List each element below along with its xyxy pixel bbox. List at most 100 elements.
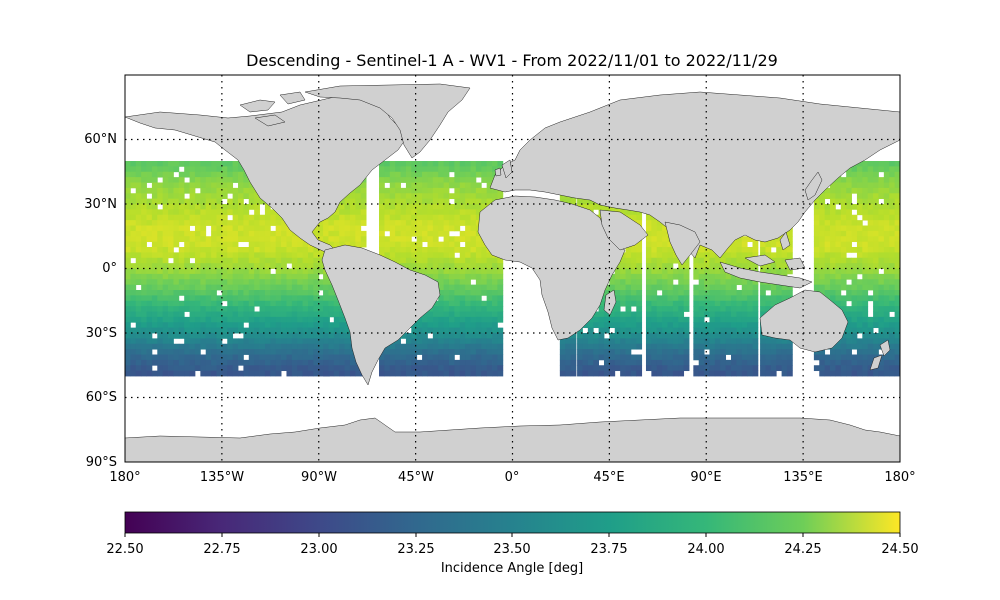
heatmap-cell <box>379 247 385 253</box>
heatmap-cell <box>349 214 356 221</box>
heatmap-cell <box>416 177 423 183</box>
heatmap-cell <box>883 220 890 226</box>
heatmap-cell <box>194 182 201 189</box>
heatmap-cell <box>819 354 826 361</box>
heatmap-cell <box>620 349 626 355</box>
heatmap-cell <box>475 257 482 264</box>
heatmap-cell <box>448 182 455 189</box>
heatmap-cell <box>752 300 759 307</box>
heatmap-cell <box>275 247 282 253</box>
heatmap-cell <box>704 290 710 296</box>
heatmap-cell <box>248 268 255 275</box>
heatmap-cell <box>178 214 185 221</box>
heatmap-cell <box>254 279 260 286</box>
heatmap-cell <box>747 349 753 355</box>
heatmap-cell <box>432 230 439 237</box>
heatmap-cell <box>349 354 356 361</box>
heatmap-cell <box>422 177 428 183</box>
heatmap-cell <box>400 171 407 178</box>
heatmap-cell <box>889 290 896 296</box>
heatmap-cell <box>286 279 293 286</box>
heatmap-cell <box>318 370 325 377</box>
heatmap-cell <box>781 290 788 296</box>
heatmap-cell <box>889 327 896 334</box>
heatmap-cell <box>672 333 679 339</box>
heatmap-cell <box>465 338 471 345</box>
heatmap-cell <box>211 220 217 226</box>
heatmap-cell <box>389 198 396 205</box>
heatmap-cell <box>662 311 668 318</box>
heatmap-cell <box>894 230 900 237</box>
heatmap-cell <box>867 214 874 221</box>
heatmap-cell <box>678 354 685 361</box>
heatmap-cell <box>281 354 287 361</box>
heatmap-cell <box>307 316 314 323</box>
heatmap-cell <box>593 359 600 366</box>
heatmap-cell <box>200 161 207 167</box>
heatmap-cell <box>856 236 863 243</box>
heatmap-cell <box>559 354 566 361</box>
heatmap-cell <box>400 225 407 232</box>
heatmap-cell <box>720 311 727 318</box>
heatmap-cell <box>125 198 131 205</box>
heatmap-cell <box>227 365 234 372</box>
heatmap-cell <box>492 306 498 312</box>
heatmap-cell <box>200 343 207 350</box>
heatmap-cell <box>840 263 847 269</box>
heatmap-cell <box>427 263 434 269</box>
heatmap-cell <box>883 290 890 296</box>
heatmap-cell <box>486 349 493 355</box>
heatmap-cell <box>307 247 314 253</box>
heatmap-cell <box>667 273 674 280</box>
heatmap-cell <box>379 198 385 205</box>
heatmap-cell <box>416 182 423 189</box>
heatmap-cell <box>254 284 260 291</box>
heatmap-cell <box>443 161 450 167</box>
heatmap-cell <box>157 247 164 253</box>
heatmap-cell <box>889 204 896 210</box>
heatmap-cell <box>384 220 391 226</box>
heatmap-cell <box>221 311 228 318</box>
heatmap-cell <box>667 327 674 334</box>
heatmap-cell <box>862 230 869 237</box>
heatmap-cell <box>470 209 477 216</box>
heatmap-cell <box>448 273 455 280</box>
heatmap-cell <box>313 333 320 339</box>
heatmap-cell <box>443 268 450 275</box>
heatmap-cell <box>835 365 842 372</box>
heatmap-cell <box>281 311 287 318</box>
heatmap-cell <box>125 257 131 264</box>
heatmap-cell <box>221 236 228 243</box>
heatmap-cell <box>683 273 690 280</box>
heatmap-cell <box>731 365 737 372</box>
heatmap-cell <box>889 257 896 264</box>
heatmap-cell <box>465 359 471 366</box>
heatmap-cell <box>672 273 679 280</box>
heatmap-cell <box>400 263 407 269</box>
heatmap-cell <box>178 171 185 178</box>
heatmap-cell <box>313 343 320 350</box>
heatmap-cell <box>448 354 455 361</box>
heatmap-cell <box>427 327 434 334</box>
heatmap-cell <box>168 354 174 361</box>
heatmap-cell <box>189 161 196 167</box>
heatmap-cell <box>878 204 885 210</box>
heatmap-cell <box>281 349 287 355</box>
heatmap-cell <box>770 365 777 372</box>
heatmap-cell <box>776 257 782 264</box>
heatmap-cell <box>416 268 423 275</box>
heatmap-cell <box>130 359 137 366</box>
heatmap-cell <box>620 284 626 291</box>
heatmap-cell <box>625 322 632 329</box>
heatmap-cell <box>162 311 169 318</box>
heatmap-cell <box>243 306 250 312</box>
heatmap-cell <box>405 182 412 189</box>
heatmap-cell <box>678 300 685 307</box>
heatmap-cell <box>443 295 450 302</box>
heatmap-cell <box>254 343 260 350</box>
heatmap-cell <box>259 306 266 312</box>
heatmap-cell <box>625 327 632 334</box>
heatmap-cell <box>645 333 652 339</box>
heatmap-cell <box>747 295 753 302</box>
heatmap-cell <box>725 316 732 323</box>
